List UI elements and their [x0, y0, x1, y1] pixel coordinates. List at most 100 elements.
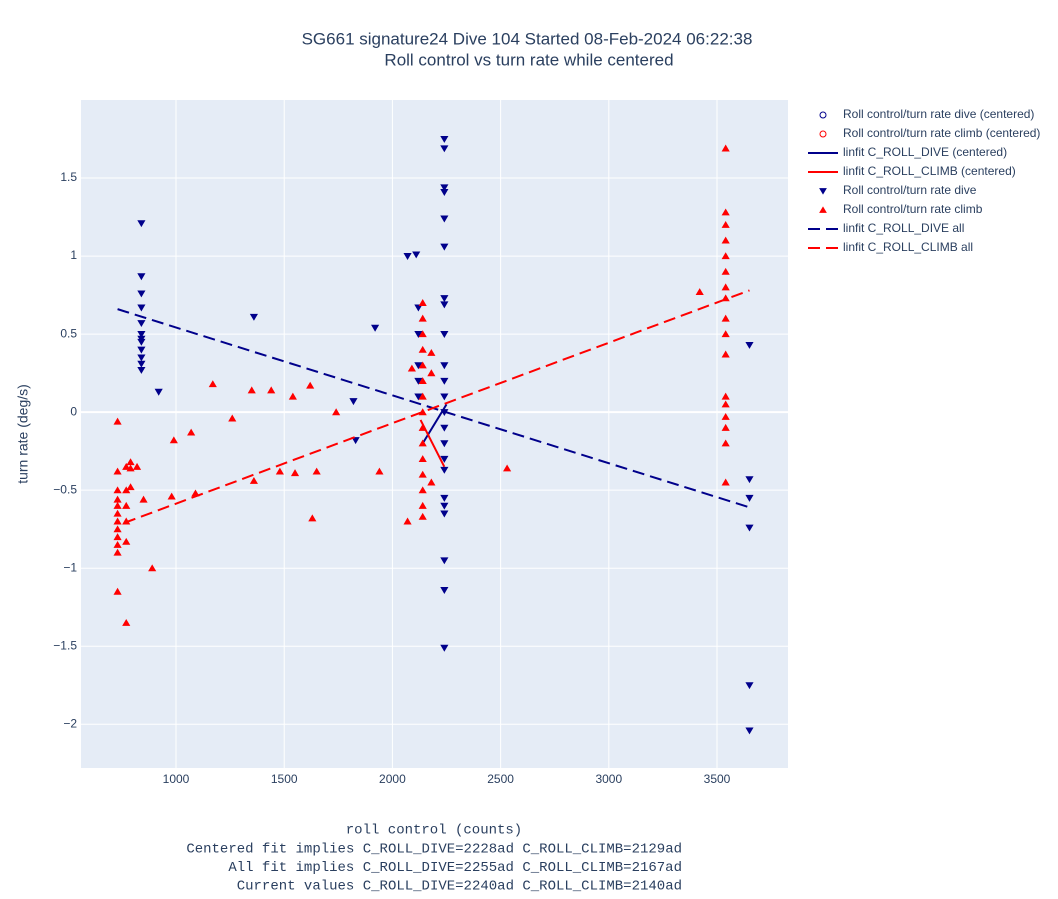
- data-point: [695, 288, 704, 296]
- data-point: [122, 501, 131, 509]
- data-point: [418, 314, 427, 322]
- data-point: [440, 377, 449, 385]
- legend-marker: [819, 130, 827, 138]
- annotation: Centered fit implies C_ROLL_DIVE=2228ad …: [186, 842, 682, 858]
- data-point: [113, 587, 122, 595]
- data-point: [154, 388, 163, 396]
- chart-subtitle: Roll control vs turn rate while centered: [384, 50, 673, 69]
- data-point: [113, 548, 122, 556]
- data-point: [440, 494, 449, 502]
- grid: [81, 100, 788, 768]
- data-point: [721, 208, 730, 216]
- data-point: [721, 267, 730, 275]
- data-point: [503, 464, 512, 472]
- data-point: [113, 533, 122, 541]
- data-point: [440, 510, 449, 518]
- annotations: Centered fit implies C_ROLL_DIVE=2228ad …: [186, 842, 682, 895]
- x-tick-label: 1500: [271, 772, 298, 786]
- data-point: [113, 467, 122, 475]
- data-point: [418, 423, 427, 431]
- data-point: [403, 517, 412, 525]
- data-point: [418, 299, 427, 306]
- data-point: [308, 514, 317, 522]
- data-point: [139, 495, 148, 503]
- data-point: [275, 467, 284, 475]
- data-point: [418, 486, 427, 494]
- x-tick-label: 1000: [163, 772, 190, 786]
- x-tick-label: 2000: [379, 772, 406, 786]
- data-point: [440, 466, 449, 474]
- data-point: [721, 236, 730, 244]
- data-point: [247, 386, 256, 394]
- y-tick-label: −1: [63, 560, 77, 574]
- data-point: [290, 469, 300, 477]
- data-point: [745, 476, 754, 484]
- data-point: [407, 364, 416, 372]
- data-point: [418, 455, 427, 463]
- data-point: [440, 587, 449, 594]
- data-point: [126, 464, 135, 472]
- data-point: [113, 540, 122, 548]
- data-point: [312, 467, 321, 475]
- data-point: [137, 304, 146, 312]
- data-point: [440, 424, 449, 432]
- data-point: [440, 295, 449, 303]
- data-point: [721, 392, 730, 400]
- data-point: [721, 478, 730, 486]
- data-point: [440, 145, 449, 153]
- data-point: [113, 501, 122, 509]
- legend-label: Roll control/turn rate dive: [843, 183, 977, 197]
- plot: [113, 135, 754, 735]
- data-point: [745, 727, 754, 735]
- data-point: [187, 428, 196, 436]
- y-tick-label: −2: [63, 716, 77, 730]
- data-point: [113, 517, 122, 525]
- data-point: [418, 377, 427, 384]
- data-point: [403, 253, 412, 260]
- data-point: [427, 348, 436, 356]
- y-tick-label: 0: [70, 404, 77, 418]
- data-point: [440, 502, 449, 510]
- data-point: [306, 381, 315, 389]
- data-point: [113, 525, 122, 533]
- legend-label: linfit C_ROLL_DIVE (centered): [843, 145, 1007, 159]
- data-point: [349, 398, 358, 406]
- data-point: [440, 455, 449, 463]
- y-axis-title: turn rate (deg/s): [15, 384, 31, 484]
- data-point: [169, 436, 178, 444]
- data-point: [351, 437, 360, 445]
- y-tick-label: 1.5: [60, 170, 77, 184]
- data-point: [412, 251, 421, 259]
- data-point: [427, 478, 436, 486]
- data-point: [137, 273, 146, 281]
- data-point: [137, 354, 146, 362]
- legend-label: Roll control/turn rate climb (centered): [843, 126, 1040, 140]
- data-point: [721, 412, 730, 420]
- data-point: [721, 220, 730, 228]
- data-point: [137, 346, 146, 354]
- data-point: [113, 486, 122, 494]
- data-point: [745, 524, 754, 532]
- data-point: [414, 304, 423, 312]
- data-point: [440, 243, 449, 251]
- fit-line: [123, 289, 750, 524]
- data-point: [137, 290, 146, 298]
- x-axis-title: roll control (counts): [346, 823, 522, 839]
- data-point: [113, 417, 122, 425]
- data-point: [418, 512, 427, 520]
- data-point: [440, 135, 449, 143]
- data-point: [418, 470, 427, 478]
- data-point: [228, 414, 237, 422]
- data-point: [721, 144, 730, 152]
- data-point: [132, 462, 142, 470]
- annotation: Current values C_ROLL_DIVE=2240ad C_ROLL…: [237, 879, 682, 894]
- data-point: [440, 189, 449, 196]
- data-point: [440, 362, 449, 370]
- data-point: [267, 386, 276, 394]
- data-point: [208, 380, 217, 388]
- data-point: [721, 314, 730, 322]
- data-point: [122, 618, 131, 626]
- data-point: [414, 377, 423, 385]
- data-point: [721, 283, 730, 291]
- data-point: [418, 361, 427, 369]
